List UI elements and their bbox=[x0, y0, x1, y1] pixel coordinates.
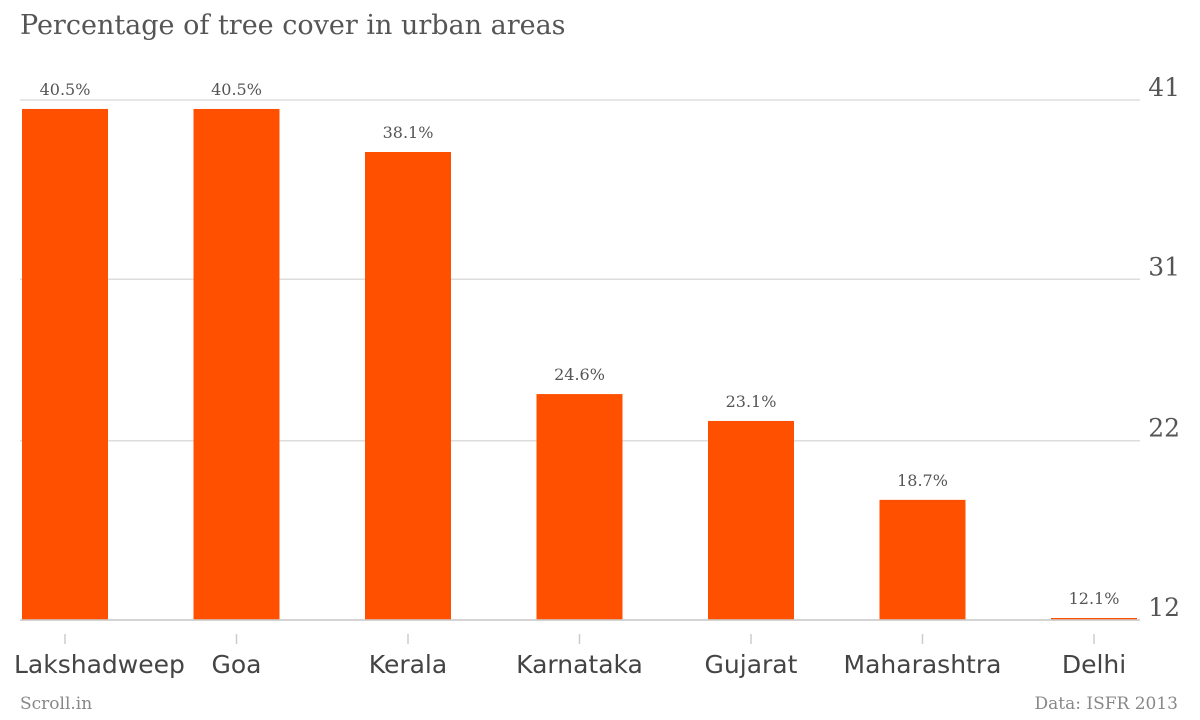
y-tick-label: 41 bbox=[1148, 73, 1180, 102]
chart-title: Percentage of tree cover in urban areas bbox=[20, 10, 566, 41]
data-label-karnataka: 24.6% bbox=[554, 365, 605, 384]
labels: 12 22 31 41 40.5% Lakshadweep 40.5% Goa 38.1% Ker… bbox=[14, 73, 1180, 679]
y-tick-label: 22 bbox=[1148, 414, 1180, 443]
x-axis bbox=[20, 619, 1140, 644]
bar-kerala bbox=[365, 152, 451, 620]
bar-goa bbox=[193, 108, 280, 620]
x-tick-label-kerala: Kerala bbox=[369, 650, 447, 679]
x-tick-label-karnataka: Karnataka bbox=[516, 650, 643, 679]
y-tick-label: 12 bbox=[1148, 593, 1180, 622]
bars bbox=[22, 108, 1137, 620]
data-label-lakshadweep: 40.5% bbox=[40, 80, 91, 99]
x-tick-label-delhi: Delhi bbox=[1062, 650, 1126, 679]
bar-karnataka bbox=[536, 394, 623, 620]
bar-maharashtra bbox=[879, 499, 966, 620]
data-label-gujarat: 23.1% bbox=[726, 392, 777, 411]
bar-gujarat bbox=[708, 420, 794, 620]
footer-brand: Scroll.in bbox=[20, 694, 93, 714]
bar-lakshadweep bbox=[22, 108, 108, 620]
data-label-maharashtra: 18.7% bbox=[897, 471, 948, 490]
x-tick-label-gujarat: Gujarat bbox=[705, 650, 798, 679]
data-label-kerala: 38.1% bbox=[383, 123, 434, 142]
x-tick-label-goa: Goa bbox=[212, 650, 262, 679]
y-tick-label: 31 bbox=[1148, 252, 1180, 281]
x-tick-label-maharashtra: Maharashtra bbox=[844, 650, 1002, 679]
x-tick-label-lakshadweep: Lakshadweep bbox=[14, 650, 185, 679]
bar-delhi bbox=[1051, 618, 1137, 620]
footer-data-source: Data: ISFR 2013 bbox=[1034, 694, 1179, 714]
data-label-goa: 40.5% bbox=[211, 80, 262, 99]
data-label-delhi: 12.1% bbox=[1069, 589, 1120, 608]
